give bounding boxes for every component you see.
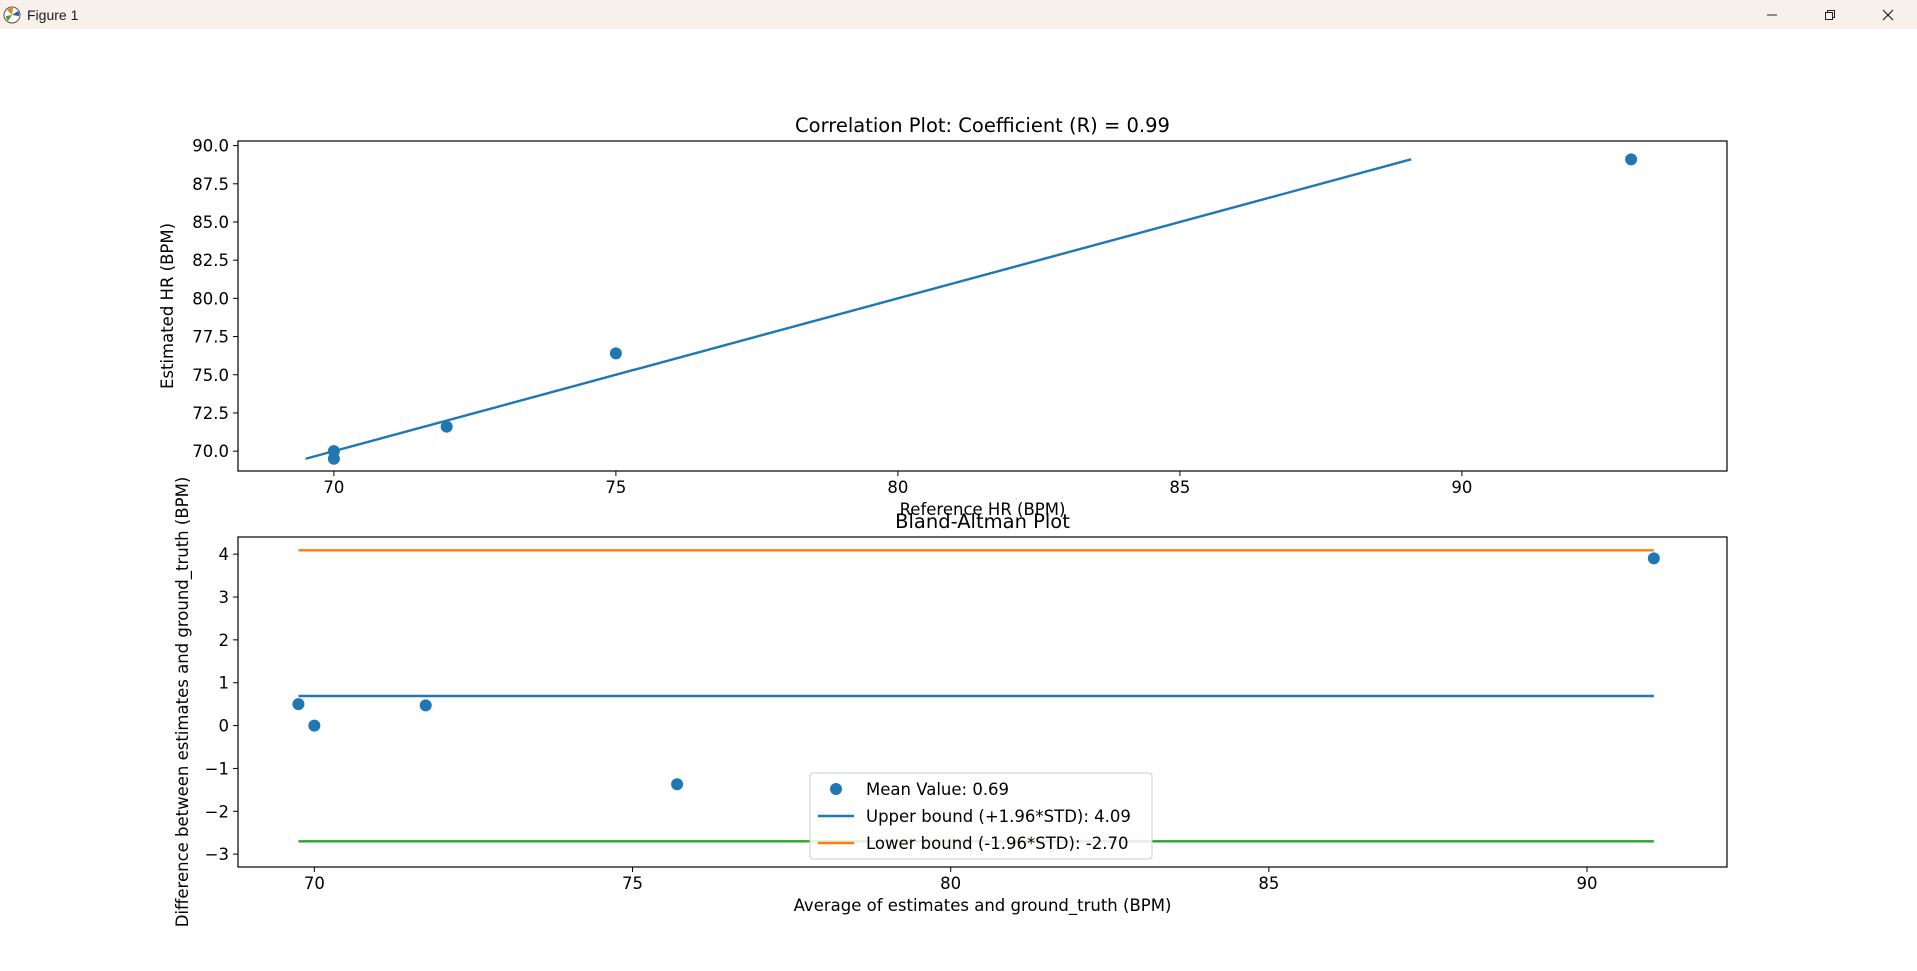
- y-tick-label: 77.5: [192, 328, 229, 347]
- y-axis-label: Estimated HR (BPM): [158, 223, 177, 389]
- fit-line: [305, 158, 1412, 460]
- data-point: [1625, 153, 1638, 166]
- y-tick-label: −2: [205, 802, 229, 821]
- data-point: [609, 347, 622, 360]
- restore-button[interactable]: [1801, 0, 1859, 29]
- data-point: [671, 778, 684, 791]
- y-tick-label: 2: [219, 631, 230, 650]
- plot-title: Correlation Plot: Coefficient (R) = 0.99: [795, 114, 1170, 137]
- window-controls: [1743, 0, 1917, 29]
- x-tick-label: 80: [940, 874, 961, 893]
- y-tick-label: 82.5: [192, 251, 229, 270]
- x-tick-label: 75: [622, 874, 643, 893]
- x-tick-label: 75: [605, 478, 626, 497]
- y-tick-label: 72.5: [192, 404, 229, 423]
- y-tick-label: 3: [219, 588, 230, 607]
- y-tick-label: −1: [205, 759, 229, 778]
- bland-altman-plot: 70 75 80 85 90 −3 −2 −1 0 1 2 3 4 Bland-Altman Plot Av…: [173, 477, 1728, 928]
- window-titlebar: Figure 1: [0, 0, 1917, 29]
- y-tick-label: 70.0: [192, 442, 229, 461]
- y-tick-label: 87.5: [192, 175, 229, 194]
- legend-label: Mean Value: 0.69: [866, 780, 1009, 799]
- y-tick-label: 85.0: [192, 213, 229, 232]
- legend: Mean Value: 0.69 Upper bound (+1.96*STD):…: [809, 772, 1153, 860]
- minimize-button[interactable]: [1743, 0, 1801, 29]
- x-tick-label: 70: [304, 874, 325, 893]
- x-axis-label: Reference HR (BPM): [900, 500, 1066, 519]
- x-tick-label: 90: [1451, 478, 1472, 497]
- plot-title: Bland-Altman Plot: [895, 510, 1070, 533]
- window-title: Figure 1: [27, 6, 79, 23]
- axes-frame: [237, 536, 1728, 868]
- legend-label: Lower bound (-1.96*STD): -2.70: [866, 834, 1128, 853]
- x-tick-label: 90: [1577, 874, 1598, 893]
- matplotlib-icon: [3, 6, 21, 24]
- correlation-plot: 70 75 80 85 90 70.0 72.5 75.0 77.5 80.0 82.5 85.0 87…: [158, 114, 1728, 519]
- y-tick-label: 90.0: [192, 137, 229, 156]
- data-point: [292, 698, 305, 711]
- minimize-icon: [1767, 14, 1777, 15]
- legend-box: [809, 772, 1153, 860]
- y-tick-label: 75.0: [192, 366, 229, 385]
- x-tick-label: 80: [887, 478, 908, 497]
- figure-canvas: 70 75 80 85 90 70.0 72.5 75.0 77.5 80.0 82.5 85.0 87…: [0, 29, 1917, 971]
- data-point: [308, 719, 321, 732]
- y-tick-label: 4: [219, 545, 230, 564]
- data-point: [419, 699, 432, 712]
- data-point: [327, 452, 340, 465]
- legend-marker: [830, 783, 842, 795]
- figure-svg: 70 75 80 85 90 70.0 72.5 75.0 77.5 80.0 82.5 85.0 87…: [158, 114, 1728, 928]
- data-point: [1647, 552, 1660, 565]
- close-button[interactable]: [1859, 0, 1917, 29]
- x-axis-label: Average of estimates and ground_truth (B…: [794, 896, 1172, 916]
- x-tick-label: 85: [1258, 874, 1279, 893]
- axes-frame: [237, 140, 1728, 472]
- y-axis-label: Difference between estimates and ground_…: [173, 477, 193, 928]
- restore-icon: [1825, 9, 1835, 20]
- legend-label: Upper bound (+1.96*STD): 4.09: [866, 807, 1131, 826]
- y-tick-label: 80.0: [192, 289, 229, 308]
- y-tick-label: 1: [219, 674, 230, 693]
- x-tick-label: 85: [1169, 478, 1190, 497]
- close-icon: [1882, 9, 1894, 20]
- x-tick-label: 70: [323, 478, 344, 497]
- y-tick-label: −3: [205, 845, 229, 864]
- y-tick-label: 0: [219, 717, 230, 736]
- data-point: [440, 420, 453, 433]
